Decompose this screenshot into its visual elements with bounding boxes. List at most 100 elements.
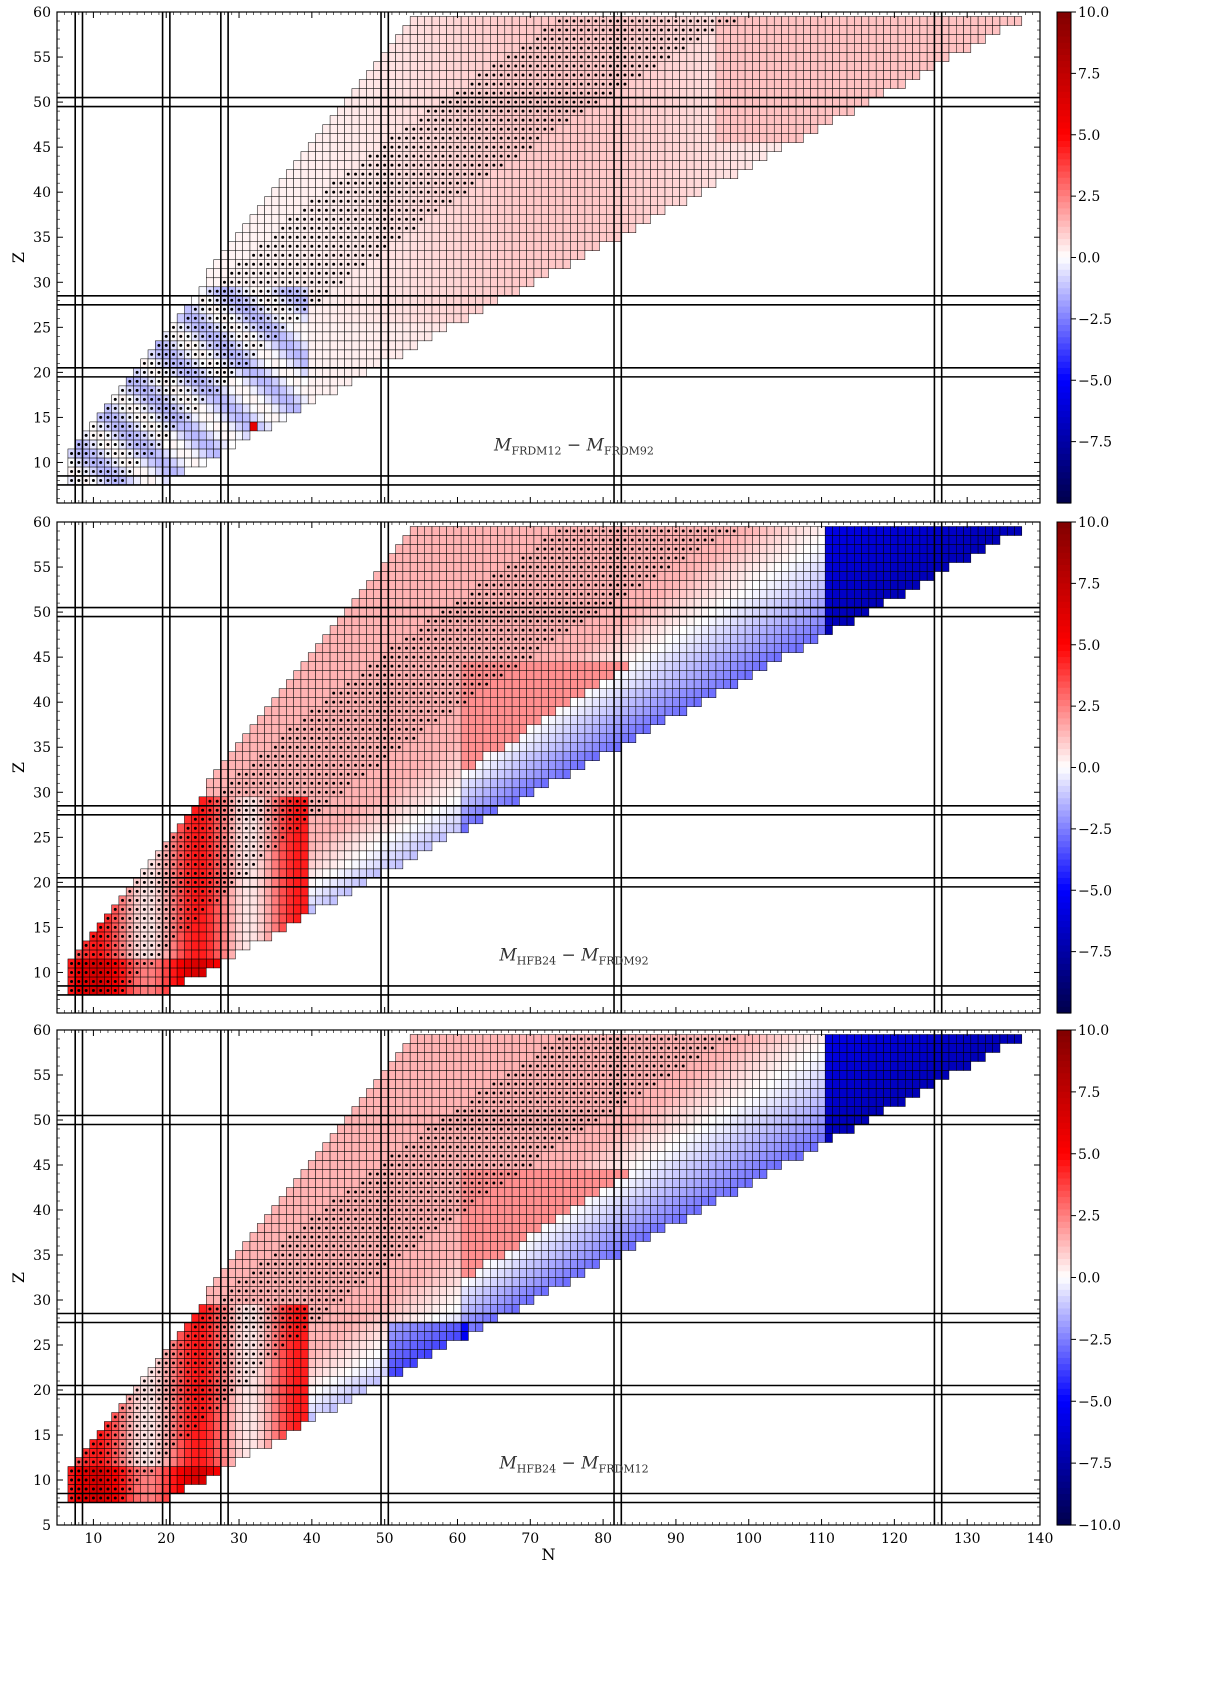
measured-mass-dot xyxy=(113,943,117,947)
nuclide-cell xyxy=(737,25,746,35)
measured-mass-dot xyxy=(273,280,277,284)
nuclide-cell xyxy=(992,16,1001,26)
measured-mass-dot xyxy=(565,82,569,86)
measured-mass-dot xyxy=(550,82,554,86)
nuclide-cell xyxy=(293,394,302,405)
nuclide-cell xyxy=(642,115,651,125)
measured-mass-dot xyxy=(405,217,409,221)
nuclide-cell xyxy=(315,877,324,888)
nuclide-cell xyxy=(934,34,942,44)
nuclide-cell xyxy=(366,97,374,107)
nuclide-cell xyxy=(256,877,265,888)
measured-mass-dot xyxy=(477,154,481,158)
nuclide-cell xyxy=(883,43,891,53)
measured-mass-dot xyxy=(594,19,598,23)
nuclide-cell xyxy=(278,367,287,378)
nuclide-cell xyxy=(271,367,280,378)
nuclide-cell xyxy=(737,43,746,53)
nuclide-cell xyxy=(344,868,353,879)
nuclide-cell xyxy=(562,214,571,224)
measured-mass-dot xyxy=(208,844,212,848)
nuclide-cell xyxy=(613,232,622,242)
measured-mass-dot xyxy=(113,478,117,482)
nuclide-cell xyxy=(388,115,396,125)
measured-mass-dot xyxy=(121,961,125,965)
measured-mass-dot xyxy=(506,82,510,86)
nuclide-cell xyxy=(679,169,688,179)
measured-mass-dot xyxy=(142,925,146,929)
nuclide-cell xyxy=(307,151,316,161)
nuclide-cell xyxy=(424,34,433,44)
measured-mass-dot xyxy=(492,127,496,131)
nuclide-cell xyxy=(664,115,673,125)
nuclide-cell xyxy=(446,61,455,71)
nuclide-cell xyxy=(271,886,280,897)
nuclide-cell xyxy=(351,124,360,134)
measured-mass-dot xyxy=(310,244,314,248)
nuclide-cell xyxy=(642,196,651,206)
measured-mass-dot xyxy=(222,307,226,311)
measured-mass-dot xyxy=(135,442,139,446)
nuclide-cell xyxy=(351,877,360,888)
measured-mass-dot xyxy=(536,64,540,68)
measured-mass-dot xyxy=(390,163,394,167)
measured-mass-dot xyxy=(645,64,649,68)
nuclide-cell xyxy=(934,43,942,53)
measured-mass-dot xyxy=(390,208,394,212)
measured-mass-dot xyxy=(259,799,263,803)
measured-mass-dot xyxy=(179,352,183,356)
nuclide-cell xyxy=(854,70,862,80)
nuclide-cell xyxy=(635,106,644,116)
measured-mass-dot xyxy=(623,55,627,59)
nuclide-cell xyxy=(344,376,353,387)
nuclide-cell xyxy=(337,106,345,116)
measured-mass-dot xyxy=(164,880,168,884)
nuclide-cell xyxy=(344,142,353,152)
nuclide-cell xyxy=(169,448,178,459)
measured-mass-dot xyxy=(550,100,554,104)
nuclide-cell xyxy=(672,61,680,71)
measured-mass-dot xyxy=(463,172,467,176)
measured-mass-dot xyxy=(186,862,190,866)
measured-mass-dot xyxy=(172,907,175,911)
colorbar-segment xyxy=(1057,484,1071,492)
nuclide-cell xyxy=(948,34,957,44)
nuclide-cell xyxy=(249,877,258,888)
nuclide-cell xyxy=(519,223,527,233)
nuclide-cell xyxy=(621,88,629,98)
measured-mass-dot xyxy=(383,244,387,248)
nuclide-cell xyxy=(591,205,600,215)
nuclide-cell xyxy=(490,805,498,816)
nuclide-cell xyxy=(832,79,841,89)
nuclide-cell xyxy=(431,250,440,261)
measured-mass-dot xyxy=(383,145,387,149)
nuclide-cell xyxy=(810,70,819,80)
nuclide-cell xyxy=(198,949,207,960)
nuclide-cell xyxy=(897,52,906,62)
nuclide-cell xyxy=(344,877,353,888)
nuclide-cell xyxy=(839,88,848,98)
measured-mass-dot xyxy=(186,406,190,410)
measured-mass-dot xyxy=(521,118,525,122)
nuclide-cell xyxy=(155,958,163,969)
measured-mass-dot xyxy=(324,799,328,803)
nuclide-cell xyxy=(337,331,345,342)
measured-mass-dot xyxy=(193,343,197,347)
nuclide-cell xyxy=(329,313,338,324)
measured-mass-dot xyxy=(259,316,263,320)
measured-mass-dot xyxy=(193,826,197,830)
colorbar-segment xyxy=(1057,392,1071,400)
measured-mass-dot xyxy=(565,100,569,104)
measured-mass-dot xyxy=(259,280,263,284)
measured-mass-dot xyxy=(572,73,576,77)
measured-mass-dot xyxy=(536,55,540,59)
measured-mass-dot xyxy=(521,109,525,113)
nuclide-cell xyxy=(526,277,535,288)
measured-mass-dot xyxy=(616,73,620,77)
measured-mass-dot xyxy=(295,217,299,221)
nuclide-cell xyxy=(781,16,790,26)
nuclide-cell xyxy=(307,868,316,879)
nuclide-cell xyxy=(912,70,921,80)
nuclide-cell xyxy=(373,115,382,125)
nuclide-cell xyxy=(519,250,527,261)
